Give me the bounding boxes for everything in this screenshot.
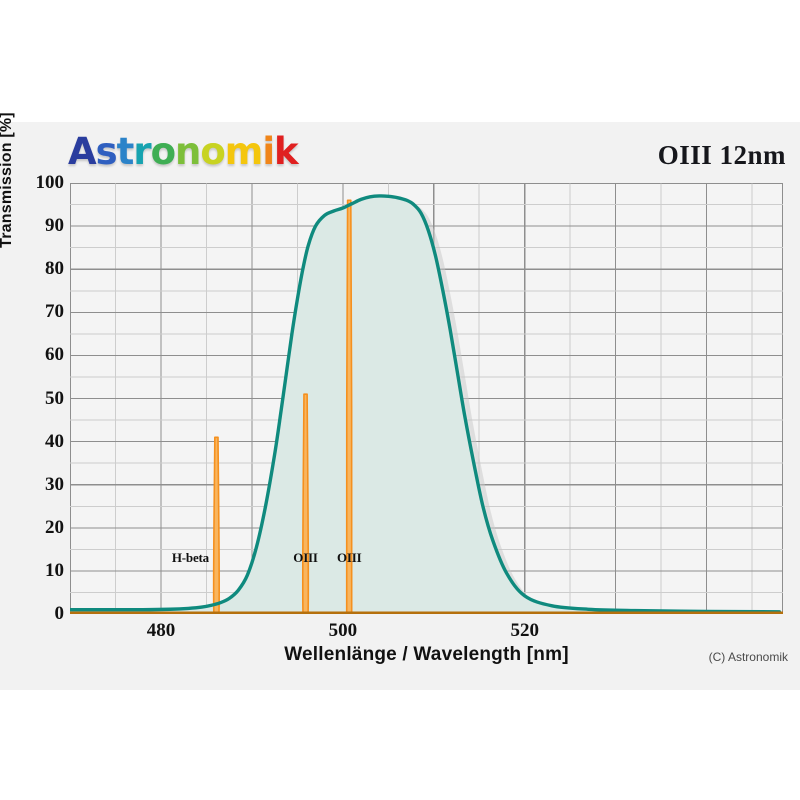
y-tick-70: 70 xyxy=(45,301,64,323)
x-axis-title: Wellenlänge / Wavelength [nm] xyxy=(284,644,569,665)
y-tick-80: 80 xyxy=(45,258,64,280)
y-tick-60: 60 xyxy=(45,344,64,366)
emission-label-h-beta-0: H-beta xyxy=(171,549,209,565)
filter-title: OIII 12nm xyxy=(657,140,786,170)
x-tick-520: 520 xyxy=(510,620,539,641)
y-tick-100: 100 xyxy=(35,172,65,193)
x-tick-500: 500 xyxy=(328,620,358,641)
copyright-credit: (C) Astronomik xyxy=(708,650,788,664)
emission-line-h-beta-0 xyxy=(212,436,221,614)
emission-line-oiii-2 xyxy=(345,199,353,614)
y-tick-40: 40 xyxy=(45,430,64,452)
logo-letter-5: n xyxy=(175,130,201,173)
emission-lines xyxy=(212,199,353,614)
y-axis-title: Transmission [%] xyxy=(0,112,15,248)
transmission-chart-svg xyxy=(70,183,783,614)
logo-letter-9: k xyxy=(274,130,299,173)
y-tick-50: 50 xyxy=(45,387,64,409)
logo-letter-8: i xyxy=(262,130,275,173)
logo-letter-0: A xyxy=(68,130,97,173)
logo-letter-4: o xyxy=(150,130,176,173)
emission-label-oiii-1: OIII xyxy=(293,549,318,565)
x-tick-480: 480 xyxy=(146,620,176,641)
logo-letter-3: r xyxy=(133,130,151,173)
plot-area: H-beta OIII OIII xyxy=(70,183,783,614)
y-tick-10: 10 xyxy=(45,559,64,581)
transmission-curve xyxy=(70,194,782,614)
y-tick-90: 90 xyxy=(45,215,64,237)
y-tick-30: 30 xyxy=(45,473,64,495)
emission-line-oiii-1 xyxy=(301,393,310,614)
logo-letter-6: o xyxy=(200,130,225,173)
logo-letter-1: s xyxy=(95,130,118,173)
x-axis-tick-labels: 480 500 520 xyxy=(70,620,783,646)
logo-letter-7: m xyxy=(224,130,264,173)
astronomik-logo: Astronomik xyxy=(68,130,299,173)
y-tick-20: 20 xyxy=(45,516,64,538)
emission-label-oiii-2: OIII xyxy=(336,549,362,565)
transmission-area-fill xyxy=(70,195,783,614)
y-axis-tick-labels: 0 10 20 30 40 50 60 70 80 90 100 xyxy=(0,172,65,624)
logo-letter-2: t xyxy=(116,130,135,173)
y-tick-0: 0 xyxy=(54,603,65,624)
